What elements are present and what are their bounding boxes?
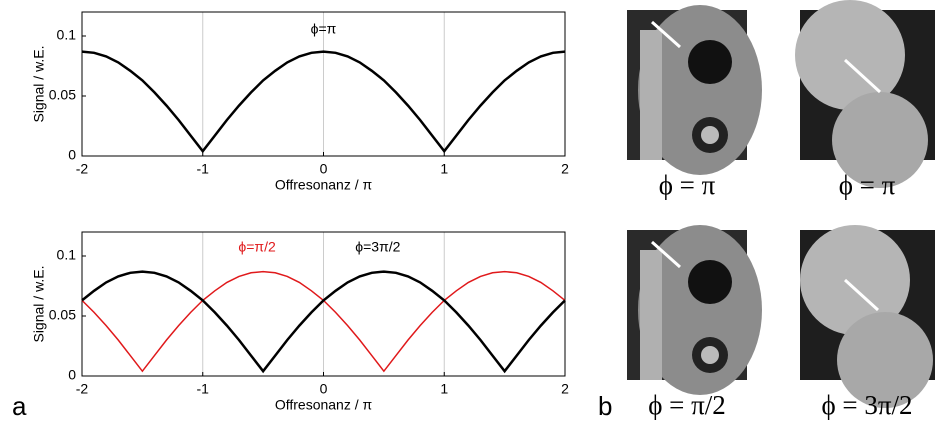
y-axis-label: Signal / w.E. <box>31 45 47 122</box>
x-tick-label: -2 <box>76 381 89 397</box>
mri-image <box>795 0 935 188</box>
x-tick-label: -2 <box>76 161 89 177</box>
panel-label: b <box>598 391 612 421</box>
mri-image <box>627 225 762 395</box>
x-tick-label: -1 <box>197 161 210 177</box>
x-tick-label: -1 <box>197 381 210 397</box>
x-axis-label: Offresonanz / π <box>275 397 373 413</box>
line-series <box>81 270 566 374</box>
x-tick-label: 2 <box>561 381 569 397</box>
x-tick-label: 0 <box>320 381 328 397</box>
image-caption: ϕ = 3π/2 <box>821 390 912 420</box>
line-series <box>81 50 566 154</box>
x-axis-label: Offresonanz / π <box>275 177 373 193</box>
series-label: ϕ=π/2 <box>238 238 276 254</box>
y-tick-label: 0.1 <box>57 247 77 263</box>
panel-label: a <box>12 391 27 421</box>
plot-frame <box>81 231 566 377</box>
mri-image <box>627 5 762 175</box>
y-tick-label: 0 <box>68 147 76 163</box>
series-label: ϕ=π <box>311 21 337 37</box>
mri-image <box>800 225 935 408</box>
x-tick-label: 1 <box>440 161 448 177</box>
x-tick-label: 0 <box>320 161 328 177</box>
x-tick-label: 2 <box>561 161 569 177</box>
y-tick-label: 0 <box>68 367 76 383</box>
y-tick-label: 0.05 <box>49 307 76 323</box>
image-caption: ϕ = π/2 <box>648 390 726 420</box>
y-tick-label: 0.05 <box>49 87 76 103</box>
series-label: ϕ=3π/2 <box>355 238 400 254</box>
y-axis-label: Signal / w.E. <box>31 265 47 342</box>
image-caption: ϕ = π <box>659 170 716 200</box>
image-caption: ϕ = π <box>839 170 896 200</box>
plot-frame <box>81 11 566 157</box>
y-tick-label: 0.1 <box>57 27 77 43</box>
x-tick-label: 1 <box>440 381 448 397</box>
